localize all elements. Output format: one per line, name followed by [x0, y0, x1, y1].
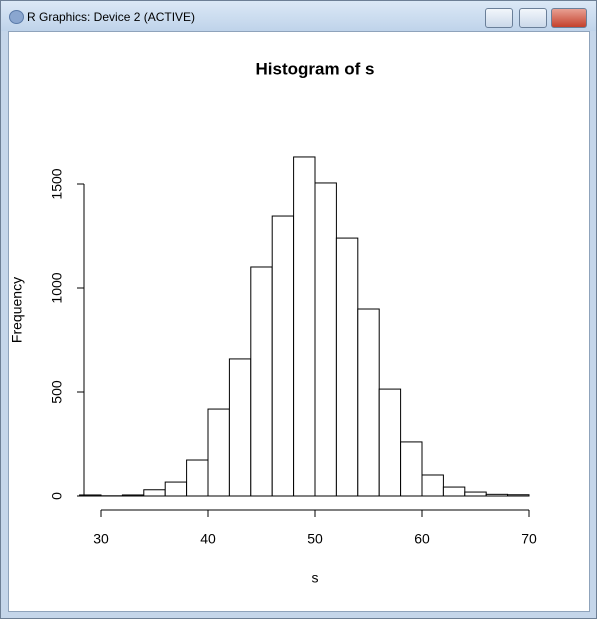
bar	[271, 215, 295, 497]
x-tick-label: 60	[414, 531, 430, 547]
maximize-button[interactable]	[519, 8, 547, 28]
bar	[507, 494, 530, 497]
x-tick-label: 70	[521, 531, 537, 547]
bar	[442, 486, 466, 497]
app-icon	[9, 10, 24, 24]
bar	[293, 156, 316, 497]
bar	[121, 494, 145, 497]
y-tick-label: 500	[49, 380, 65, 404]
bar	[143, 489, 166, 497]
bar	[207, 408, 230, 497]
bar	[421, 474, 444, 497]
minimize-button[interactable]	[485, 8, 513, 28]
bar	[250, 266, 273, 497]
bar	[485, 493, 509, 497]
bar	[335, 237, 359, 497]
bar	[228, 358, 252, 497]
bar	[164, 481, 188, 497]
x-tick-label: 50	[307, 531, 323, 547]
x-axis-label: s	[312, 570, 319, 586]
bar	[357, 308, 380, 497]
bar	[464, 491, 487, 497]
y-tick-label: 0	[49, 492, 65, 500]
bar	[378, 388, 402, 497]
window-title: R Graphics: Device 2 (ACTIVE)	[27, 10, 196, 24]
bar	[400, 441, 423, 497]
title-bar: R Graphics: Device 2 (ACTIVE)	[1, 1, 596, 31]
y-axis-label: Frequency	[9, 277, 25, 343]
close-button[interactable]	[551, 8, 587, 28]
chart-title: Histogram of s	[255, 59, 374, 78]
y-tick-label: 1500	[49, 168, 65, 199]
bar	[186, 459, 209, 497]
x-tick-label: 30	[93, 531, 109, 547]
x-tick-label: 40	[200, 531, 216, 547]
bar	[314, 182, 337, 497]
y-tick-label: 1000	[49, 272, 65, 303]
